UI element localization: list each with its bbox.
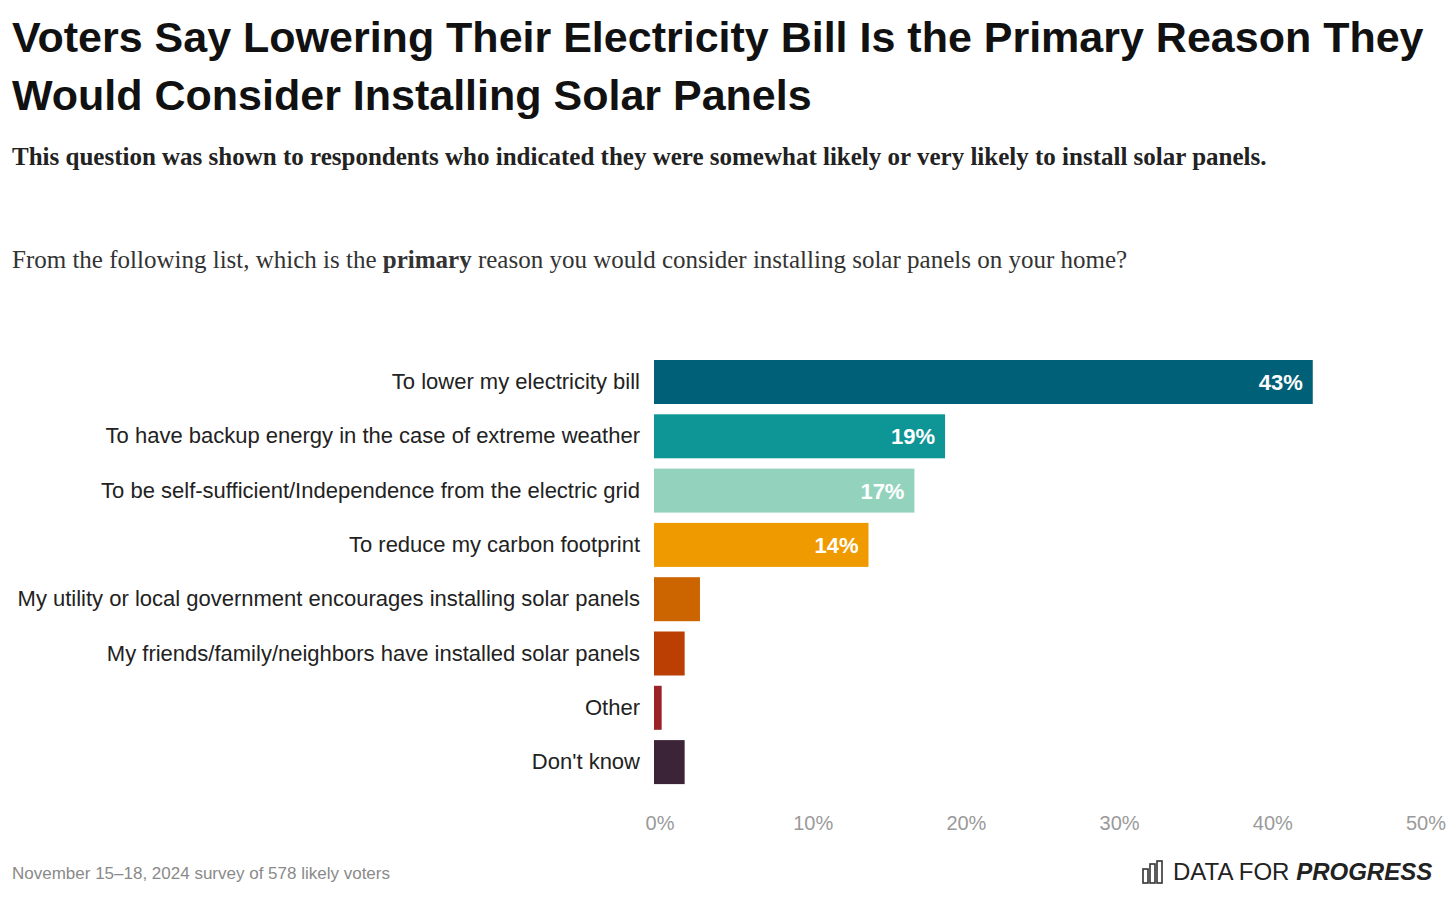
bars [654,360,1313,784]
question: From the following list, which is the pr… [12,243,1432,277]
title: Voters Say Lowering Their Electricity Bi… [12,8,1432,124]
chart: 43% 19% 17% 14% 0% 10% 20% 30% 40% 50% [0,0,1456,898]
question-emphasis: primary [383,246,472,273]
data-label: 19% [891,424,935,449]
category-label: My friends/family/neighbors have install… [107,641,640,667]
source: November 15–18, 2024 survey of 578 likel… [12,864,390,884]
category-label: Don't know [532,749,640,775]
category-label: To be self-sufficient/Independence from … [101,478,640,504]
subtitle: This question was shown to respondents w… [12,140,1412,174]
category-label: To have backup energy in the case of ext… [106,423,640,449]
question-text: reason you would consider installing sol… [478,246,1127,273]
tick-label: 20% [946,812,986,834]
bar [654,360,1313,404]
tick-label: 40% [1253,812,1293,834]
bar [654,740,685,784]
tick-label: 50% [1406,812,1446,834]
bar [654,469,914,513]
bar [654,523,868,567]
category-label-box: Other [0,676,640,740]
category-label-box: My utility or local government encourage… [0,567,640,631]
category-label-box: To lower my electricity bill [0,350,640,414]
category-label-box: My friends/family/neighbors have install… [0,622,640,686]
category-label-box: To be self-sufficient/Independence from … [0,459,640,523]
question-text: From the following list, which is the [12,246,377,273]
logo-icon [1143,861,1162,883]
category-label-box: Don't know [0,730,640,794]
data-labels: 43% 19% 17% 14% [814,370,1302,558]
category-label: My utility or local government encourage… [18,586,640,612]
bar [654,632,685,676]
bar [654,577,700,621]
brand-prefix: DATA FOR [1173,858,1289,885]
data-label: 14% [814,533,858,558]
category-label-box: To reduce my carbon footprint [0,513,640,577]
tick-label: 0% [646,812,675,834]
category-label-box: To have backup energy in the case of ext… [0,404,640,468]
category-label: To lower my electricity bill [392,369,640,395]
category-label: To reduce my carbon footprint [349,532,640,558]
brand-emphasis: PROGRESS [1296,858,1432,885]
tick-label: 10% [793,812,833,834]
data-label: 43% [1259,370,1303,395]
bar [654,686,662,730]
brand: DATA FOR PROGRESS [1173,858,1432,886]
tick-label: 30% [1100,812,1140,834]
data-label: 17% [860,479,904,504]
category-label: Other [585,695,640,721]
bar [654,414,945,458]
